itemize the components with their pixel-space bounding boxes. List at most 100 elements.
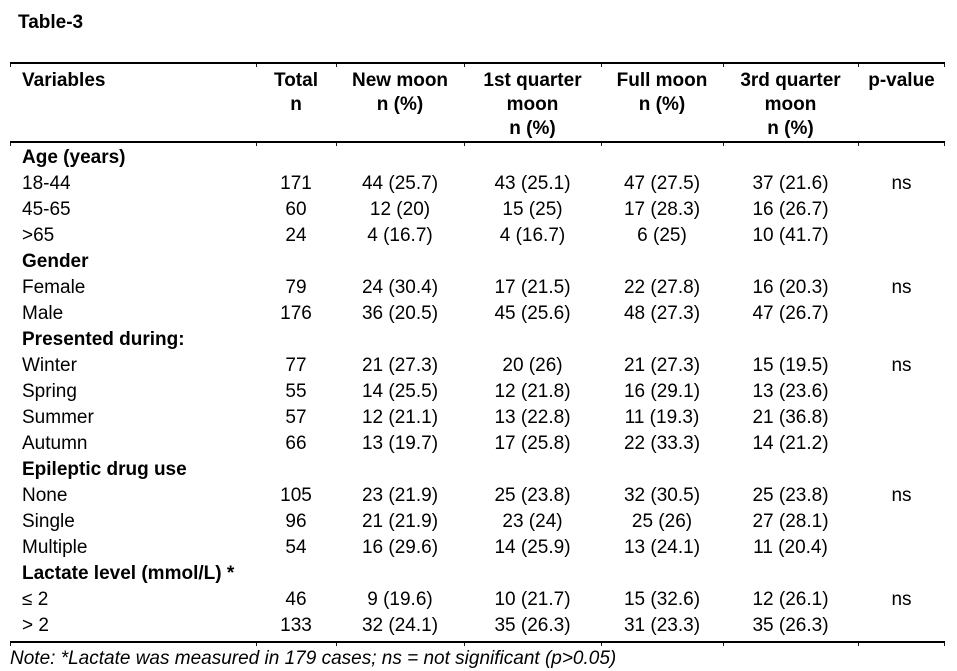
variable-cell: > 2 [22, 615, 49, 636]
value-cell: 25 (23.8) [752, 485, 829, 506]
variable-cell: Spring [22, 381, 77, 402]
column-header-2: New moon n (%) [351, 70, 449, 115]
rule-tick [464, 143, 465, 146]
value-cell: 24 [285, 225, 307, 246]
rule-tick [601, 143, 602, 146]
value-cell: 22 (33.3) [623, 433, 701, 454]
value-cell: 21 (21.9) [361, 511, 439, 532]
value-cell: 4 (16.7) [367, 225, 433, 246]
value-cell: 48 (27.3) [623, 303, 701, 324]
value-cell: 22 (27.8) [623, 277, 701, 298]
variable-cell: ≤ 2 [22, 589, 49, 610]
table-row: Spring 55 14 (25.5) 12 (21.8) 16 (29.1) 13 (2… [10, 379, 945, 405]
value-cell: 36 (20.5) [361, 303, 439, 324]
rule-tick [256, 143, 257, 146]
value-cell: 60 [285, 199, 307, 220]
rule-tick [858, 143, 859, 146]
table-row: Winter 77 21 (27.3) 20 (26) 21 (27.3) 15 (19.… [10, 353, 945, 379]
table-row: >65 24 4 (16.7) 4 (16.7) 6 (25) 10 (41.7) [10, 223, 945, 249]
table-row: > 2 133 32 (24.1) 35 (26.3) 31 (23.3) 35 (26.… [10, 613, 945, 639]
value-cell: 45 (25.6) [494, 303, 571, 324]
column-header-0: Variables [22, 70, 106, 91]
value-cell: 15 (32.6) [623, 589, 701, 610]
table-row: None 105 23 (21.9) 25 (23.8) 32 (30.5) 25 (23… [10, 483, 945, 509]
rule-tick [464, 64, 465, 67]
table-top-rule [10, 62, 945, 67]
variable-cell: 18-44 [22, 173, 71, 194]
value-cell: 4 (16.7) [499, 225, 566, 246]
variable-cell: Summer [22, 407, 94, 428]
section-label: Presented during: [22, 329, 185, 350]
value-cell: 43 (25.1) [494, 173, 571, 194]
data-table: Variables Total n New moon n (%) 1st quarte… [10, 62, 945, 646]
table-note: Note: *Lactate was measured in 179 cases… [10, 648, 617, 669]
value-cell: 12 (21.1) [361, 407, 439, 428]
rule-tick [601, 643, 602, 646]
variable-cell: Female [22, 277, 86, 298]
value-cell: 46 [285, 589, 307, 610]
value-cell: 47 (26.7) [752, 303, 829, 324]
rule-tick [256, 643, 257, 646]
column-header-6: p-value [868, 70, 935, 91]
p-value-cell [858, 301, 945, 327]
p-value-cell [858, 379, 945, 405]
rule-tick [10, 143, 11, 146]
column-header-1: Total n [274, 70, 318, 115]
value-cell: 14 (21.2) [752, 433, 829, 454]
value-cell: 13 (19.7) [361, 433, 439, 454]
value-cell: 14 (25.5) [361, 381, 439, 402]
value-cell: 54 [285, 537, 307, 558]
variable-cell: Single [22, 511, 75, 532]
value-cell: 12 (26.1) [752, 589, 829, 610]
variable-cell: Male [22, 303, 64, 324]
section-row: Presented during: [10, 327, 945, 353]
value-cell: 15 (25) [502, 199, 563, 220]
rule-tick [601, 64, 602, 67]
value-cell: 37 (21.6) [752, 173, 829, 194]
section-label: Epileptic drug use [22, 459, 187, 480]
value-cell: 23 (21.9) [361, 485, 439, 506]
rule-tick [858, 64, 859, 67]
value-cell: 57 [285, 407, 307, 428]
value-cell: 171 [280, 173, 312, 194]
section-row: Gender [10, 249, 945, 275]
value-cell: 6 (25) [637, 225, 687, 246]
p-value-cell [858, 431, 945, 457]
value-cell: 17 (25.8) [494, 433, 571, 454]
section-label: Gender [22, 251, 89, 272]
value-cell: 16 (26.7) [752, 199, 829, 220]
value-cell: 66 [285, 433, 307, 454]
rule-tick [336, 143, 337, 146]
p-value-cell: ns [891, 173, 912, 194]
rule-tick [944, 143, 945, 146]
p-value-cell [858, 223, 945, 249]
rule-tick [256, 64, 257, 67]
table-row: Multiple 54 16 (29.6) 14 (25.9) 13 (24.1) 11 … [10, 535, 945, 561]
value-cell: 35 (26.3) [494, 615, 571, 636]
value-cell: 21 (36.8) [752, 407, 829, 428]
value-cell: 20 (26) [502, 355, 563, 376]
p-value-cell [858, 613, 945, 639]
value-cell: 10 (21.7) [494, 589, 571, 610]
table-row: Male 176 36 (20.5) 45 (25.6) 48 (27.3) 47 (26… [10, 301, 945, 327]
value-cell: 96 [285, 511, 307, 532]
value-cell: 25 (23.8) [494, 485, 571, 506]
column-header-5: 3rd quarter moon n (%) [740, 70, 841, 139]
variable-cell: 45-65 [22, 199, 71, 220]
p-value-cell: ns [891, 589, 912, 610]
value-cell: 10 (41.7) [752, 225, 829, 246]
value-cell: 16 (29.6) [361, 537, 439, 558]
rule-tick [944, 643, 945, 646]
value-cell: 27 (28.1) [752, 511, 829, 532]
table-title: Table-3 [18, 12, 84, 33]
table-row: Autumn 66 13 (19.7) 17 (25.8) 22 (33.3) 14 (2… [10, 431, 945, 457]
section-label: Lactate level (mmol/L) * [22, 563, 235, 584]
p-value-cell [858, 509, 945, 535]
table-row: Summer 57 12 (21.1) 13 (22.8) 11 (19.3) 21 (3… [10, 405, 945, 431]
value-cell: 11 (20.4) [753, 537, 828, 558]
p-value-cell: ns [891, 485, 912, 506]
section-row: Age (years) [10, 145, 945, 171]
value-cell: 13 (22.8) [494, 407, 571, 428]
value-cell: 21 (27.3) [623, 355, 701, 376]
table-row: 18-44 171 44 (25.7) 43 (25.1) 47 (27.5) 37 (2… [10, 171, 945, 197]
